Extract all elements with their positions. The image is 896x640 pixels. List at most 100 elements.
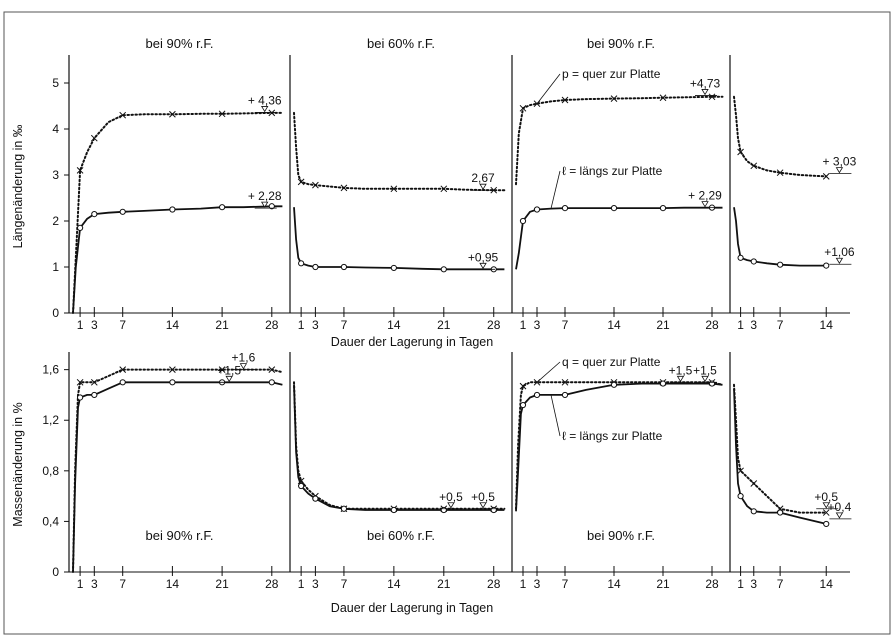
marker-circle [823, 262, 830, 269]
value-annotation: +1,5 [217, 363, 241, 377]
marker-circle [312, 495, 319, 502]
x-tick-label: 3 [91, 318, 98, 332]
value-annotation: +0,5 [814, 490, 838, 504]
annotation-marker [479, 183, 487, 190]
series-line [733, 207, 827, 267]
x-tick-label: 28 [265, 577, 279, 591]
marker-cross [708, 93, 716, 101]
x-tick-label: 28 [705, 577, 719, 591]
x-tick-label: 1 [77, 577, 84, 591]
marker-circle [777, 261, 784, 268]
x-tick-label: 1 [77, 318, 84, 332]
marker-cross [737, 467, 744, 475]
y-tick-label: 1 [52, 260, 59, 274]
marker-cross [340, 184, 348, 192]
x-tick-label: 7 [777, 318, 784, 332]
x-tick-label: 14 [166, 318, 180, 332]
series-label: ℓ = längs zur Platte [562, 429, 663, 443]
marker-cross [822, 173, 830, 180]
annotation-marker [835, 512, 844, 519]
annotation-marker [239, 363, 248, 370]
panel-title: bei 60% r.F. [367, 36, 435, 51]
marker-cross [561, 96, 569, 104]
x-tick-label: 1 [520, 318, 527, 332]
y-tick-label: 0 [52, 306, 59, 320]
value-annotation: +0,4 [828, 500, 852, 514]
marker-cross [440, 185, 448, 193]
x-tick-label: 14 [820, 318, 834, 332]
y-tick-label: 3 [52, 168, 59, 182]
x-tick-label: 28 [487, 318, 501, 332]
marker-circle [533, 206, 541, 213]
x-tick-label: 21 [215, 318, 229, 332]
value-annotation: +0,5 [439, 490, 463, 504]
marker-circle [533, 391, 541, 399]
marker-cross [390, 185, 398, 193]
marker-cross [312, 181, 319, 189]
marker-circle [340, 263, 348, 271]
marker-circle [490, 506, 497, 514]
marker-circle [519, 401, 527, 409]
x-tick-label: 7 [119, 318, 126, 332]
value-annotation: +1,06 [824, 245, 855, 259]
annotation-marker [835, 257, 844, 265]
marker-circle [77, 224, 84, 231]
annotation-marker [701, 201, 709, 208]
x-tick-label: 21 [656, 577, 670, 591]
x-tick-label: 21 [215, 577, 229, 591]
annotation-marker [701, 375, 709, 383]
panel-title: bei 60% r.F. [367, 528, 435, 543]
marker-cross [169, 366, 176, 374]
marker-circle [750, 508, 757, 515]
x-tick-label: 7 [562, 577, 569, 591]
marker-circle [91, 391, 98, 399]
marker-circle [708, 380, 716, 387]
marker-cross [90, 134, 98, 142]
y-tick-label: 1,6 [42, 363, 59, 377]
value-annotation: 2,67 [471, 171, 495, 185]
value-annotation: +1,5 [693, 363, 717, 377]
x-tick-label: 28 [705, 318, 719, 332]
x-tick-label: 3 [312, 577, 319, 591]
marker-circle [440, 506, 447, 514]
marker-cross [610, 95, 618, 102]
x-tick-label: 1 [298, 577, 305, 591]
marker-circle [519, 217, 527, 225]
marker-cross [76, 167, 84, 174]
marker-cross [76, 378, 84, 386]
annotation-marker [225, 375, 233, 383]
x-tick-label: 1 [737, 577, 744, 591]
marker-circle [737, 493, 744, 500]
annotation-marker [260, 201, 269, 208]
marker-circle [77, 394, 84, 401]
x-tick-label: 7 [777, 577, 784, 591]
marker-circle [610, 381, 618, 388]
marker-circle [219, 204, 226, 211]
x-tick-label: 14 [166, 577, 180, 591]
marker-cross [297, 178, 305, 186]
y-tick-label: 5 [52, 76, 59, 90]
marker-circle [440, 266, 447, 273]
x-tick-label: 1 [520, 577, 527, 591]
marker-cross [169, 110, 176, 118]
value-annotation: + 2,28 [248, 189, 282, 203]
marker-circle [91, 211, 98, 218]
marker-cross [268, 109, 276, 117]
x-tick-label: 7 [119, 577, 126, 591]
x-tick-label: 1 [298, 318, 305, 332]
marker-cross [119, 366, 127, 374]
series-leader [536, 73, 561, 104]
panel-title: bei 90% r.F. [587, 528, 655, 543]
value-annotation: + 4,36 [248, 93, 282, 107]
series-leader [550, 394, 561, 437]
marker-circle [823, 520, 830, 528]
x-tick-label: 3 [534, 577, 541, 591]
y-axis-label: Längenänderung in ‰ [11, 124, 25, 248]
marker-circle [750, 258, 757, 265]
annotation-marker [676, 375, 685, 383]
annotation-marker [479, 502, 487, 509]
value-annotation: + 3,03 [823, 155, 857, 169]
x-tick-label: 14 [387, 318, 401, 332]
marker-cross [218, 110, 226, 118]
